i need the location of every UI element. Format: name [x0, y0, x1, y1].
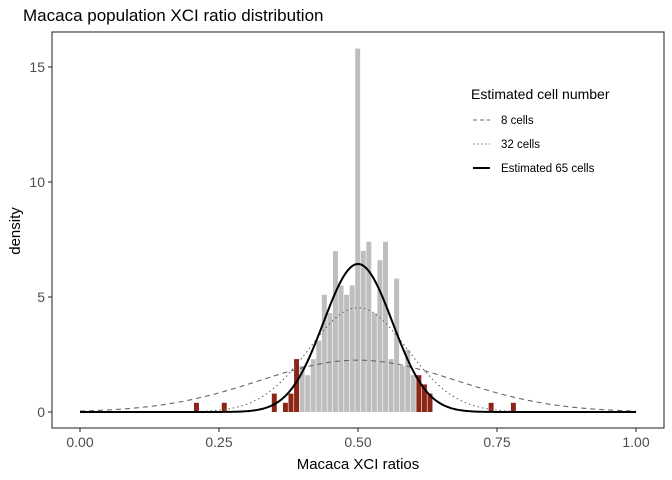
x-tick-label: 1.00	[622, 434, 649, 450]
histogram-bar	[332, 251, 338, 412]
histogram-bar	[371, 313, 377, 412]
histogram-bar	[271, 393, 277, 412]
histogram-bar	[349, 285, 355, 412]
density-curve-solid	[80, 263, 636, 413]
histogram-bar	[383, 241, 388, 412]
x-tick-label: 0.50	[344, 434, 371, 450]
histogram-bar	[510, 402, 516, 412]
histogram-bar	[355, 48, 361, 412]
legend-entries: 8 cells 32 cells Estimated 65 cells	[473, 115, 595, 175]
histogram-bars	[193, 48, 516, 412]
y-tick-label: 15	[29, 59, 45, 75]
histogram-bar	[394, 278, 400, 412]
histogram-bar	[305, 375, 311, 412]
histogram-bar	[193, 402, 199, 412]
histogram-bar	[366, 241, 372, 412]
legend: Estimated cell number 8 cells 32 cells Est…	[471, 86, 610, 175]
y-tick-label: 5	[37, 289, 45, 305]
histogram-bar	[427, 393, 433, 412]
x-tick-label: 0.75	[483, 434, 510, 450]
legend-title: Estimated cell number	[471, 86, 610, 102]
histogram-bar	[416, 375, 422, 412]
histogram-bar	[399, 366, 405, 412]
y-tick-label: 10	[29, 174, 45, 190]
y-axis-ticks: 0 5 10 15	[29, 59, 52, 420]
legend-label: Estimated 65 cells	[501, 163, 595, 175]
chart-title: Macaca population XCI ratio distribution	[23, 6, 324, 25]
histogram-bar	[388, 359, 394, 412]
histogram-bar	[321, 294, 327, 412]
histogram-bar	[316, 340, 322, 412]
histogram-bar	[299, 366, 305, 412]
x-tick-label: 0.25	[205, 434, 232, 450]
density-curves	[79, 263, 637, 413]
histogram-bar	[421, 384, 427, 412]
histogram-bar	[310, 359, 316, 412]
histogram-bar	[405, 349, 411, 412]
histogram-bar	[488, 402, 494, 412]
x-axis-title: Macaca XCI ratios	[297, 456, 420, 473]
histogram-bar	[410, 375, 416, 412]
histogram-bar	[344, 294, 350, 412]
density-curve-dashed	[79, 359, 637, 412]
histogram-bar	[338, 285, 344, 412]
y-tick-label: 0	[37, 404, 45, 420]
y-axis-title: density	[7, 207, 24, 255]
histogram-bar	[282, 402, 288, 412]
legend-label: 32 cells	[501, 139, 540, 151]
histogram-bar	[221, 402, 227, 412]
legend-label: 8 cells	[501, 115, 534, 127]
histogram-bar	[288, 393, 294, 412]
x-axis-ticks: 0.00 0.25 0.50 0.75 1.00	[66, 428, 650, 450]
x-tick-label: 0.00	[66, 434, 93, 450]
histogram-bar	[360, 251, 366, 412]
histogram-bar	[294, 359, 300, 412]
histogram-bar	[377, 260, 383, 412]
